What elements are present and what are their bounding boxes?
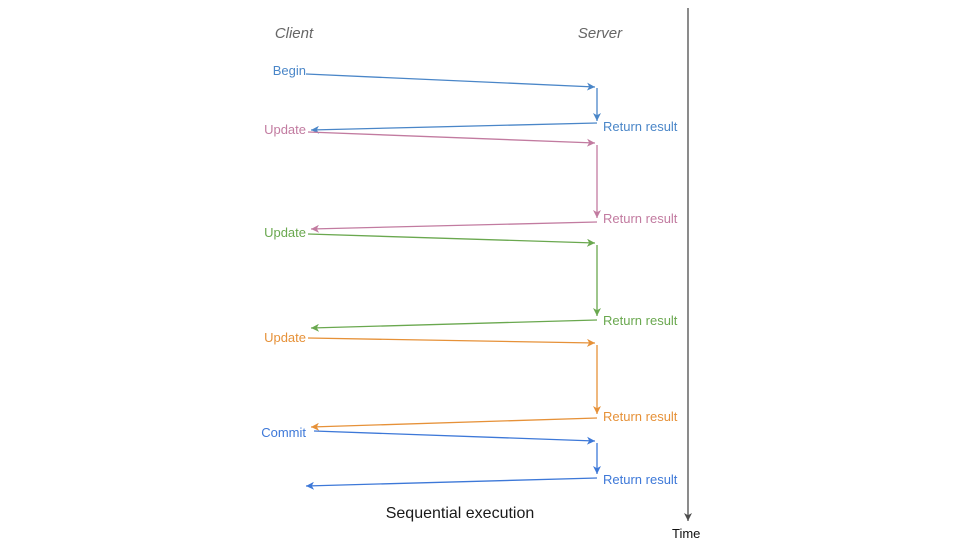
update-2-return-result-label: Return result — [603, 313, 678, 328]
update-3-label: Update — [264, 330, 306, 345]
update-1-label: Update — [264, 122, 306, 137]
commit-return-arrow — [305, 477, 598, 490]
update-2-label: Update — [264, 225, 306, 240]
update-1-return-result-label: Return result — [603, 211, 678, 226]
time-axis-label: Time — [672, 526, 701, 540]
update-2-request-arrow — [307, 233, 596, 247]
client-lane-header: Client — [274, 25, 314, 42]
update-3-return-result-label: Return result — [603, 409, 678, 424]
diagram-title: Sequential execution — [385, 505, 535, 522]
begin-return-result-label: Return result — [603, 119, 678, 134]
update-1-return-arrow — [310, 221, 598, 233]
server-lane-header: Server — [577, 25, 623, 42]
update-3-return-arrow — [310, 417, 598, 431]
begin-label: Begin — [272, 63, 306, 78]
begin-request-arrow — [305, 73, 596, 91]
begin-return-arrow — [310, 122, 598, 134]
commit-return-result-label: Return result — [603, 472, 678, 487]
commit-label: Commit — [261, 425, 306, 440]
commit-request-arrow — [313, 430, 596, 445]
update-2-return-arrow — [310, 319, 598, 332]
update-1-request-arrow — [307, 131, 596, 147]
update-3-request-arrow — [307, 337, 596, 347]
